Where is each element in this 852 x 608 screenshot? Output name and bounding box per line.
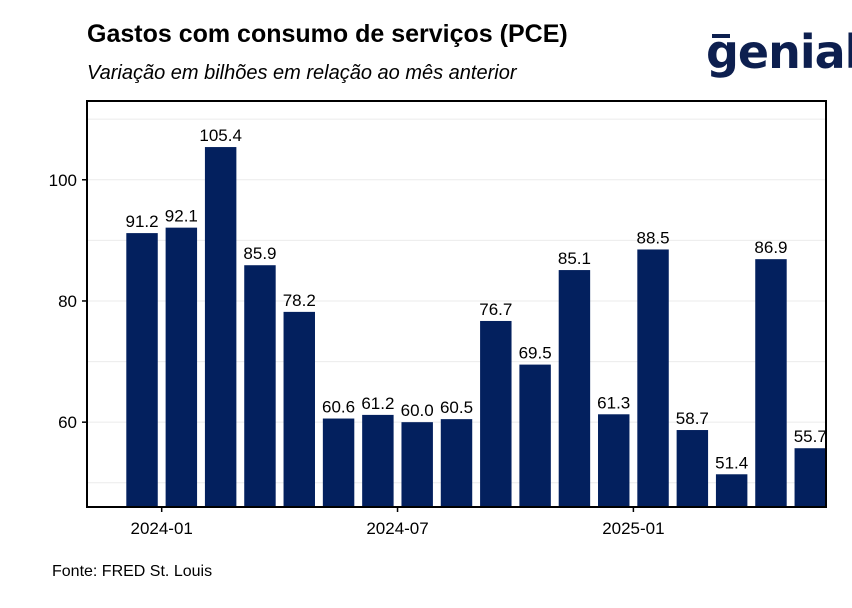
bar-value-label: 51.4 [715,453,748,472]
bar-value-label: 88.5 [636,228,669,247]
x-tick-label: 2024-01 [130,519,192,538]
x-tick-label: 2025-01 [602,519,664,538]
bar-value-label: 92.1 [165,207,198,226]
y-tick-label: 80 [58,292,77,311]
bar [440,419,473,507]
bar [519,364,551,507]
bar [558,270,591,507]
bar-value-label: 55.7 [794,427,827,446]
plot-panel-border [86,100,827,508]
bar-value-label: 91.2 [125,212,158,231]
x-tick-label: 2024-07 [366,519,428,538]
bar [362,414,394,507]
bar [204,147,237,508]
bar [637,249,669,507]
bar [676,430,709,507]
y-tick-label: 60 [58,413,77,432]
bar-value-label: 60.5 [440,398,473,417]
genial-logo: genial [706,25,852,79]
bar-value-label: 78.2 [283,291,316,310]
bars [126,147,826,508]
bar [401,422,433,507]
bar-value-label: 85.1 [558,249,591,268]
bar [598,414,630,507]
bar-value-label: 61.2 [361,394,394,413]
bar [755,259,787,507]
bar [794,448,826,507]
logo-accent-mark [712,34,730,38]
bar-value-label: 105.4 [199,126,242,145]
y-tick-label: 100 [49,171,77,190]
bar [322,418,355,507]
bar-value-label: 86.9 [754,238,787,257]
bar [715,474,748,507]
bar-value-label: 58.7 [676,409,709,428]
chart-subtitle: Variação em bilhões em relação ao mês an… [87,62,517,84]
bar [126,233,158,507]
bar-value-label: 69.5 [519,344,552,363]
bar-value-label: 61.3 [597,393,630,412]
bar-value-label: 85.9 [243,244,276,263]
bar [165,227,198,507]
bar-labels: 91.2 92.1 105.4 85.9 78.2 60.6 61.2 60.0 60.5 76.… [125,126,826,472]
axes: 60 80 100 2024-01 2024-07 2025-01 [49,171,665,538]
chart-title: Gastos com consumo de serviços (PCE) [87,20,568,48]
bar-value-label: 60.0 [401,401,434,420]
bar [244,265,276,507]
bar [283,311,315,507]
source-note: Fonte: FRED St. Louis [52,563,213,580]
bar [480,320,512,507]
bar-value-label: 76.7 [479,300,512,319]
bar-value-label: 60.6 [322,398,355,417]
